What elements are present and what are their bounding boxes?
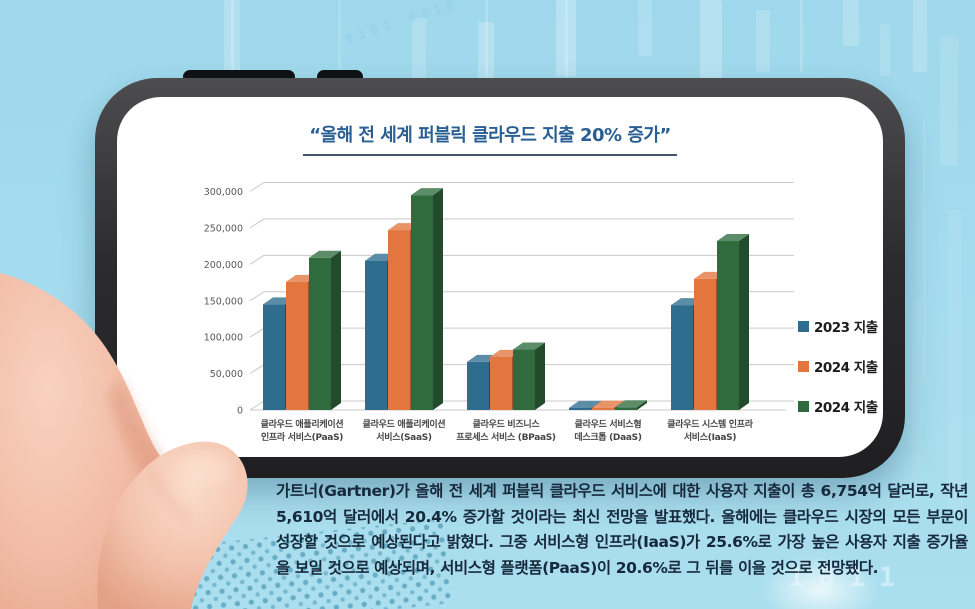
legend-swatch [798, 400, 809, 412]
legend-swatch [798, 360, 809, 372]
category-label: 프로세스 서비스 (BPaaS) [456, 431, 556, 443]
chart-title: “올해 전 세계 퍼블릭 클라우드 지출 20% 증가” [245, 121, 735, 156]
bar-side-face [637, 400, 647, 410]
category-label: 서비스(SaaS) [376, 431, 432, 443]
gridline-connector [249, 254, 265, 265]
y-tick-label: 200,000 [204, 260, 243, 271]
category-label: 클라우드 시스템 인프라 [667, 418, 753, 430]
bar-top-face [717, 234, 749, 242]
category-label: 서비스(IaaS) [684, 431, 737, 443]
bar-side-face [433, 188, 443, 410]
category-label: 클라우드 비즈니스 [473, 418, 541, 430]
bar-side-face [535, 342, 545, 410]
bar-top-face [592, 400, 624, 408]
category-label: 인프라 서비스(PaaS) [261, 431, 343, 443]
hand-holding-phone [0, 273, 248, 609]
caption-text: 가트너(Gartner)가 올해 전 세계 퍼블릭 클라우드 서비스에 대한 사… [276, 482, 968, 577]
category-label: 클라우드 애플리케이션 [363, 418, 446, 430]
bar [490, 356, 512, 410]
legend-label: 2024 지출 [814, 360, 878, 376]
chart-legend: 2023 지출 2024 지출 2024 지출 [798, 306, 878, 426]
gridline-connector [249, 291, 265, 302]
bar [388, 230, 410, 410]
legend-label: 2024 지출 [814, 400, 878, 416]
hand-shadow [108, 377, 166, 487]
bar [365, 260, 387, 410]
y-tick-label: 250,000 [204, 223, 243, 234]
bar [411, 195, 433, 410]
bar [286, 281, 308, 410]
y-tick-label: 300,000 [204, 187, 243, 198]
bar [263, 304, 285, 410]
category-label: 데스크톱 (DaaS) [574, 431, 641, 443]
bar-top-face [615, 400, 647, 408]
bar [615, 407, 637, 410]
bar [569, 407, 591, 410]
bar [671, 305, 693, 410]
bar [592, 407, 614, 410]
bar-top-face [569, 400, 601, 408]
bar-top-face [411, 188, 443, 196]
y-tick-label: 50,000 [210, 369, 243, 380]
bar [513, 349, 535, 410]
bar [309, 257, 331, 410]
gridline-connector [249, 218, 265, 229]
bar-top-face [309, 250, 341, 258]
gridline-connector [249, 182, 265, 192]
gridline-connector [249, 400, 265, 411]
bar-side-face [739, 234, 749, 410]
y-tick-label: 150,000 [204, 296, 243, 307]
legend-item: 2024 지출 [798, 346, 878, 386]
bar [717, 241, 739, 410]
thumb-crease [148, 468, 191, 522]
thumb-highlight [179, 453, 231, 485]
phone-frame [95, 78, 905, 478]
binary-decoration-top: 0101 0010 [343, 0, 462, 47]
bar-side-face [331, 250, 341, 410]
y-tick-label: 100,000 [204, 333, 243, 344]
bar-top-face [513, 342, 545, 350]
bar [467, 361, 489, 410]
gridline-connector [249, 327, 265, 338]
legend-item: 2023 지출 [798, 306, 878, 346]
bar-chart: 0 50,000 100,000 150,000 200,000 250,000 300,0… [204, 182, 794, 443]
legend-swatch [798, 320, 809, 332]
category-label: 클라우드 애플리케이션 [261, 418, 344, 430]
legend-item: 2024 지출 [798, 386, 878, 426]
bar [694, 278, 716, 410]
binary-decoration-bottom-right: 1011 [788, 562, 910, 593]
legend-label: 2023 지출 [814, 320, 878, 336]
category-label: 클라우드 서비스형 [575, 418, 642, 430]
gridline-connector [249, 364, 265, 375]
y-tick-label: 0 [237, 406, 243, 417]
glow-decoration [760, 555, 880, 609]
